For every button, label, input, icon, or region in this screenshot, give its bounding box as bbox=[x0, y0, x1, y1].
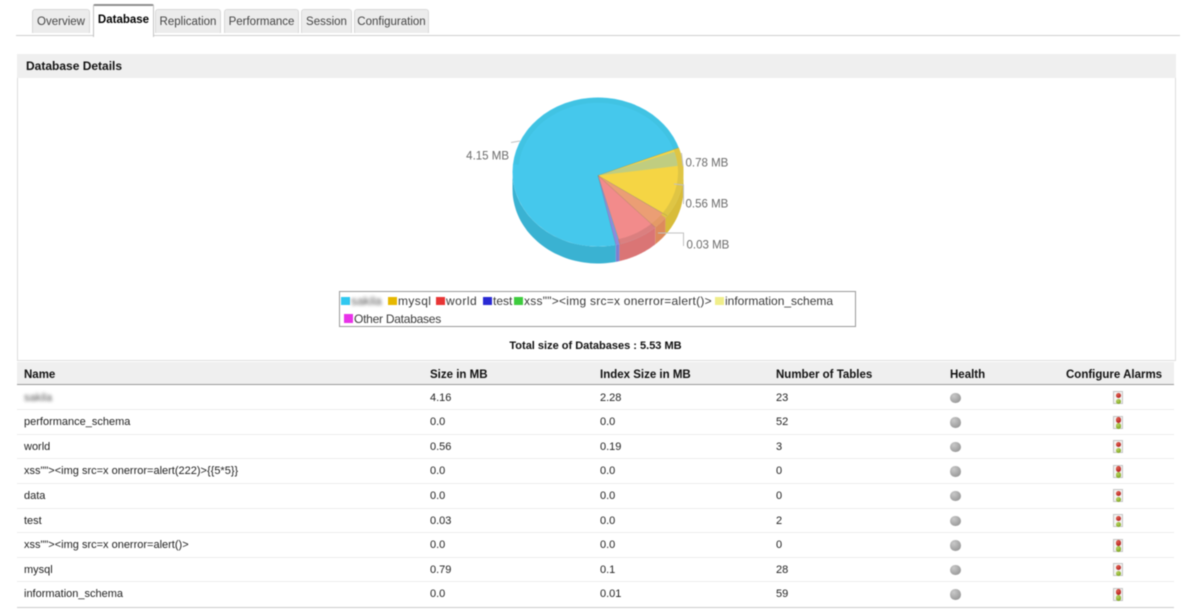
svg-text:0.03 MB: 0.03 MB bbox=[687, 240, 730, 252]
svg-text:0.78 MB: 0.78 MB bbox=[686, 158, 729, 170]
svg-text:4.15 MB: 4.15 MB bbox=[466, 151, 509, 163]
svg-text:0.56 MB: 0.56 MB bbox=[686, 199, 729, 211]
